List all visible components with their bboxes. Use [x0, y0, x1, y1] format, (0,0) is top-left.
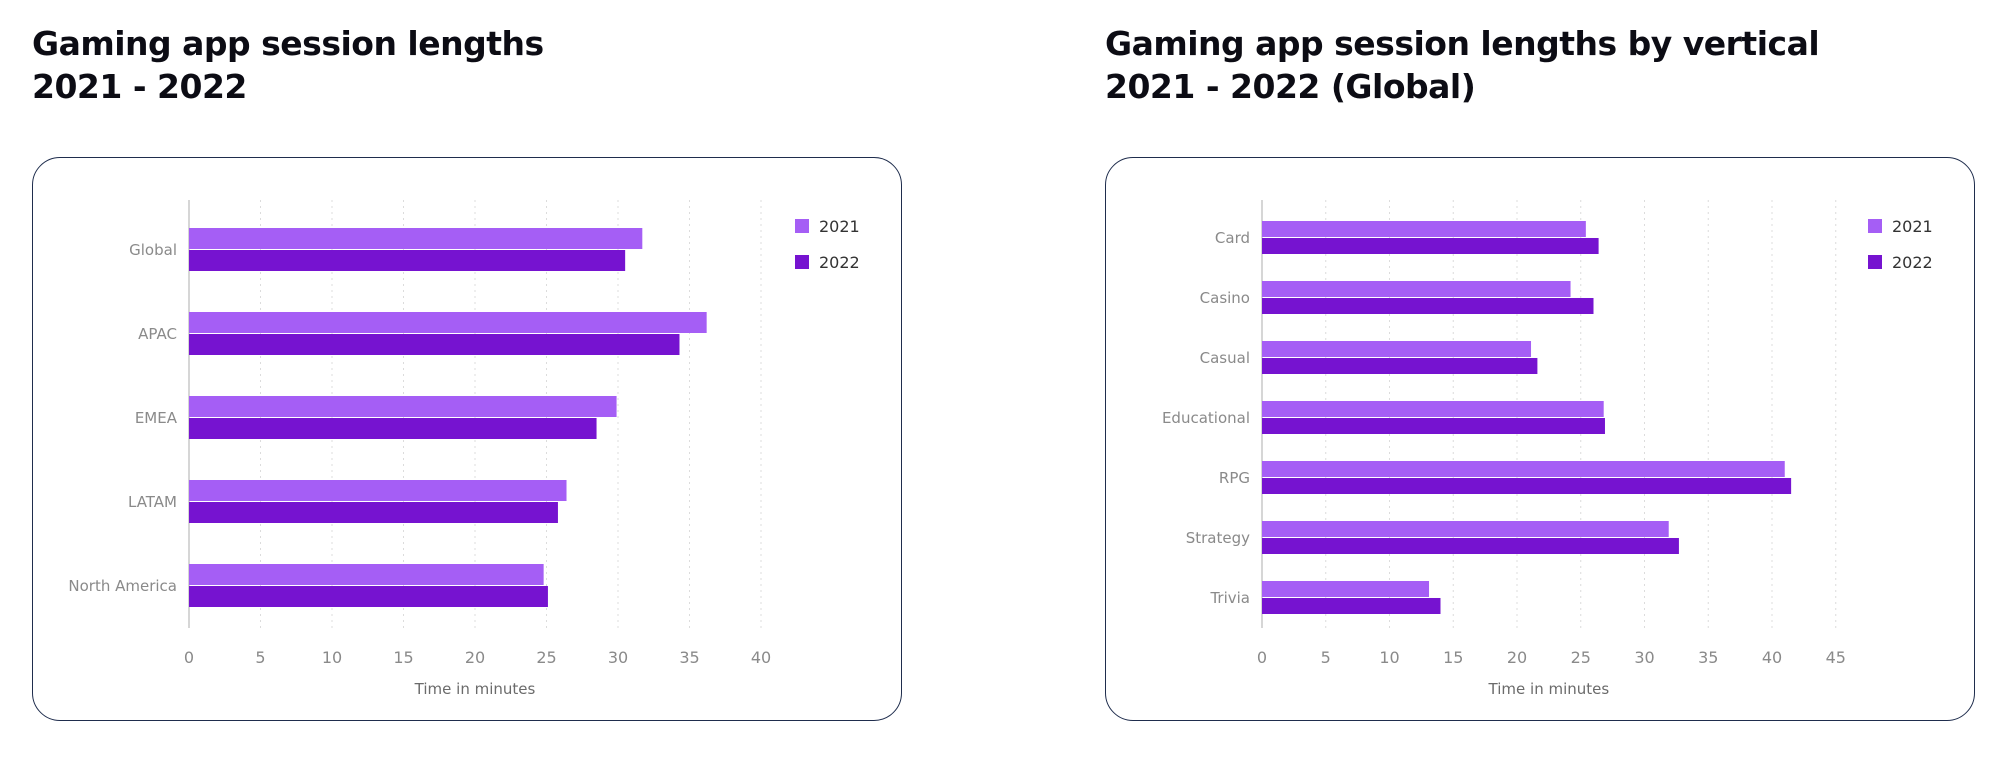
x-tick-label: 5: [255, 648, 265, 667]
bar-2021-global: [189, 228, 643, 249]
bar-2021-emea: [189, 396, 617, 417]
chart-panel-session-lengths-by-vertical: Gaming app session lengths by vertical 2…: [1105, 0, 1985, 762]
legend-swatch-2022: [1868, 255, 1882, 269]
chart-title-line-1: Gaming app session lengths by vertical: [1105, 24, 1820, 63]
x-tick-label: 10: [1379, 648, 1399, 667]
x-tick-label: 40: [1762, 648, 1782, 667]
legend-swatch-2022: [795, 255, 809, 269]
bar-2022-emea: [189, 418, 597, 439]
bar-2022-north-america: [189, 586, 548, 607]
x-tick-label: 35: [1698, 648, 1718, 667]
chart-panel-session-lengths: Gaming app session lengths 2021 - 2022 0…: [32, 0, 912, 762]
bar-2022-casino: [1262, 298, 1594, 314]
legend-label-2022: 2022: [1892, 252, 1933, 272]
legend-swatch-2021: [1868, 219, 1882, 233]
category-label: APAC: [138, 325, 177, 343]
category-label: Educational: [1162, 409, 1250, 427]
bar-2021-north-america: [189, 564, 544, 585]
x-tick-label: 5: [1321, 648, 1331, 667]
chart-title-line-2: 2021 - 2022: [32, 67, 247, 106]
chart-title-line-1: Gaming app session lengths: [32, 24, 544, 63]
x-tick-label: 20: [1507, 648, 1527, 667]
x-tick-label: 30: [1634, 648, 1654, 667]
chart-legend: 2021 2022: [795, 208, 860, 280]
legend-item-2021: 2021: [795, 208, 860, 244]
bar-2021-trivia: [1262, 581, 1430, 597]
bar-2021-casual: [1262, 341, 1532, 357]
bar-2022-educational: [1262, 418, 1605, 434]
bar-chart-verticals: 0 5 10 15 20 25 30 35 40 45 Card Casino Casual Educat…: [1162, 200, 1846, 667]
category-label: Casino: [1200, 289, 1250, 307]
chart-card: 0 5 10 15 20 25 30 35 40 Global APAC EMEA LATAM North…: [32, 157, 902, 721]
bar-2022-apac: [189, 334, 680, 355]
x-tick-label: 10: [322, 648, 342, 667]
category-label: Strategy: [1186, 529, 1250, 547]
category-label: Trivia: [1209, 589, 1250, 607]
legend-item-2021: 2021: [1868, 208, 1933, 244]
bar-2022-global: [189, 250, 626, 271]
bar-2021-educational: [1262, 401, 1604, 417]
category-label: RPG: [1219, 469, 1250, 487]
bar-2022-trivia: [1262, 598, 1441, 614]
x-tick-label: 0: [184, 648, 194, 667]
legend-item-2022: 2022: [1868, 244, 1933, 280]
x-axis-label: Time in minutes: [414, 680, 536, 698]
bar-2021-card: [1262, 221, 1586, 237]
x-tick-label: 20: [465, 648, 485, 667]
legend-item-2022: 2022: [795, 244, 860, 280]
x-axis-label: Time in minutes: [1488, 680, 1610, 698]
bar-chart-regions: 0 5 10 15 20 25 30 35 40 Global APAC EMEA LATAM North…: [68, 200, 771, 667]
x-tick-label: 15: [393, 648, 413, 667]
x-tick-label: 15: [1443, 648, 1463, 667]
bar-2022-casual: [1262, 358, 1538, 374]
chart-legend: 2021 2022: [1868, 208, 1933, 280]
bar-2021-rpg: [1262, 461, 1785, 477]
bar-2022-rpg: [1262, 478, 1792, 494]
legend-label-2021: 2021: [1892, 216, 1933, 236]
chart-card: 0 5 10 15 20 25 30 35 40 45 Card Casino Casual Educat…: [1105, 157, 1975, 721]
category-label: Global: [129, 241, 177, 259]
x-tick-label: 25: [1571, 648, 1591, 667]
bar-2021-latam: [189, 480, 567, 501]
bar-2021-casino: [1262, 281, 1571, 297]
bar-2021-apac: [189, 312, 707, 333]
chart-title-line-2: 2021 - 2022 (Global): [1105, 67, 1476, 106]
x-tick-label: 35: [679, 648, 699, 667]
x-tick-label: 40: [751, 648, 771, 667]
legend-label-2022: 2022: [819, 252, 860, 272]
x-tick-label: 25: [536, 648, 556, 667]
bar-2022-latam: [189, 502, 558, 523]
x-tick-label: 0: [1257, 648, 1267, 667]
x-tick-label: 45: [1826, 648, 1846, 667]
category-label: North America: [68, 577, 177, 595]
legend-swatch-2021: [795, 219, 809, 233]
chart-title: Gaming app session lengths by vertical 2…: [1105, 22, 1820, 108]
chart-title: Gaming app session lengths 2021 - 2022: [32, 22, 544, 108]
legend-label-2021: 2021: [819, 216, 860, 236]
x-tick-label: 30: [608, 648, 628, 667]
category-label: Casual: [1200, 349, 1250, 367]
bar-2022-card: [1262, 238, 1599, 254]
category-label: Card: [1215, 229, 1250, 247]
category-label: EMEA: [135, 409, 178, 427]
bar-2021-strategy: [1262, 521, 1669, 537]
bar-2022-strategy: [1262, 538, 1679, 554]
category-label: LATAM: [128, 493, 177, 511]
